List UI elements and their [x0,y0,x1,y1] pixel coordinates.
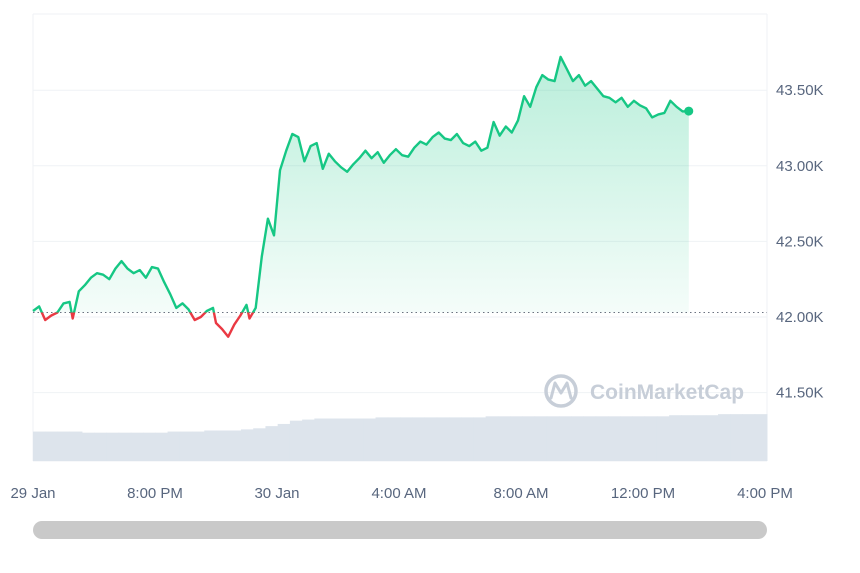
volume-bar [412,417,425,461]
volume-bar [534,416,548,461]
volume-bar [681,415,695,461]
volume-bar [607,416,621,461]
volume-bar [620,416,633,461]
volume-bar [277,423,291,461]
volume-bar [424,417,438,461]
volume-bar [228,430,242,461]
x-tick-label: 12:00 PM [611,485,675,502]
volume-bar [265,426,279,461]
volume-bar [130,432,144,461]
volume-bar [192,431,205,461]
volume-bars [33,414,768,461]
x-tick-label: 8:00 PM [127,485,183,502]
volume-bar [351,418,364,461]
volume-bar [387,417,401,461]
y-tick-label: 41.50K [776,385,824,402]
volume-bar [33,431,46,461]
volume-bar [69,431,83,461]
y-tick-label: 43.00K [776,158,824,175]
volume-bar [510,416,523,461]
volume-bar [302,419,315,461]
volume-bar [289,420,303,461]
volume-bar [473,417,487,461]
volume-bar [326,418,340,461]
volume-bar [94,432,107,461]
volume-bar [571,416,584,461]
volume-bar [632,416,646,461]
volume-bar [118,432,132,461]
volume-bar [485,416,499,461]
watermark-text: CoinMarketCap [590,381,744,404]
volume-bar [730,414,744,461]
volume-bar [57,431,71,461]
volume-bar [363,418,377,461]
y-tick-label: 42.50K [776,233,824,250]
volume-bar [705,415,719,461]
last-price-point [684,106,694,116]
volume-bar [461,417,474,461]
volume-bar [338,418,352,461]
volume-bar [595,416,609,461]
volume-bar [106,432,120,461]
volume-bar [583,416,597,461]
x-tick-label: 4:00 AM [371,485,426,502]
volume-bar [204,430,217,461]
volume-bar [559,416,572,461]
volume-bar [45,431,58,461]
price-line-above-open [32,55,689,313]
volume-bar [669,415,682,461]
x-tick-label: 29 Jan [10,485,55,502]
x-tick-label: 8:00 AM [493,485,548,502]
volume-bar [81,432,95,461]
volume-bar [448,417,462,461]
volume-bar [167,431,181,461]
volume-bar [754,414,768,461]
volume-bar [546,416,560,461]
volume-bar [656,416,670,461]
x-axis: 29 Jan 8:00 PM 30 Jan 4:00 AM 8:00 AM 12:00 P… [10,485,792,502]
chart-range-scrollbar[interactable] [33,521,767,539]
volume-bar [143,432,156,461]
volume-bar [314,418,328,461]
volume-bar [497,416,511,461]
volume-bar [522,416,536,461]
coinmarketcap-logo-icon [544,374,578,408]
volume-bar [400,417,413,461]
x-tick-label: 4:00 PM [737,485,793,502]
volume-bar [742,414,756,461]
volume-bar [644,416,658,461]
volume-bar [436,417,450,461]
watermark: CoinMarketCap [544,374,744,408]
y-axis: 43.50K 43.00K 42.50K 42.00K 41.50K [776,82,824,401]
volume-bar [693,415,707,461]
volume-bar [155,432,169,461]
x-tick-label: 30 Jan [254,485,299,502]
volume-bar [253,428,266,461]
y-tick-label: 43.50K [776,82,824,99]
volume-bar [375,417,389,461]
volume-bar [216,430,230,461]
volume-bar [179,431,193,461]
price-area-fill [33,56,689,313]
volume-bar [718,414,731,461]
volume-bar [240,429,254,461]
y-tick-label: 42.00K [776,309,824,326]
